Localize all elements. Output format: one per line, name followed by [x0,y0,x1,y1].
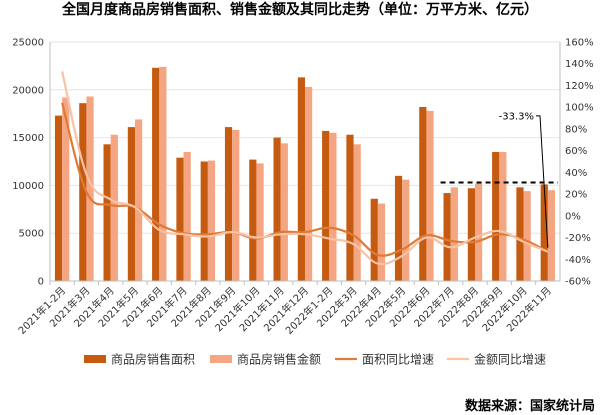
legend-swatch [210,355,232,363]
lines [61,71,549,266]
bar-amount [207,160,216,281]
bar-area [127,127,135,281]
left-tick-label: 0 [38,277,44,288]
right-tick-label: 100% [565,103,594,114]
bar-area [152,67,160,281]
bar-area [467,188,475,281]
legend: 商品房销售面积 商品房销售金额 面积同比增速 金额同比增速 [84,352,546,367]
bar-area [249,159,257,281]
right-tick-label: 0% [565,211,581,222]
left-tick-label: 10000 [12,181,44,192]
bar-amount [402,179,410,281]
bar-amount [426,110,434,281]
legend-label: 金额同比增速 [474,352,546,367]
right-tick-label: 60% [565,146,587,157]
bar-amount [329,132,337,281]
bar-area [540,184,548,281]
bar-area [394,175,403,281]
bar-amount [256,163,264,281]
bar-amount [110,134,118,281]
bar-amount [450,187,458,281]
legend-label: 商品房销售面积 [111,352,195,367]
bar-amount [353,144,361,281]
bar-area [492,151,500,281]
bar-area [176,157,184,281]
bar-amount [183,151,191,281]
bar-area [54,115,63,281]
legend-swatch [84,355,106,363]
left-tick-label: 20000 [12,85,44,96]
bar-area [322,130,330,281]
bar-amount [280,143,288,281]
legend-label: 面积同比增速 [362,353,434,367]
chart-title: 全国月度商品房销售面积、销售金额及其同比走势（单位：万平方米、亿元） [61,1,538,18]
bar-amount [86,96,94,281]
bar-area [346,134,354,281]
bar-amount [377,203,386,281]
bar-amount [305,86,313,281]
bar-amount [232,129,240,281]
bar-area [370,198,378,281]
right-tick-label: -60% [565,277,591,288]
left-tick-label: 15000 [12,133,44,144]
annotation-label: -33.3% [499,111,534,122]
bar-area [297,77,305,281]
right-tick-label: 140% [565,59,594,70]
bar-amount [159,66,167,281]
bar-area [419,107,427,282]
bar-amount [499,151,507,281]
right-tick-label: 120% [565,81,594,92]
annotation: -33.3% [440,111,558,248]
bar-area [224,127,233,281]
right-tick-label: -40% [565,255,591,266]
bar-amount [475,183,483,281]
bar-amount [547,190,556,281]
bar-area [516,187,524,281]
right-tick-label: 40% [565,168,587,179]
bar-area [103,144,111,281]
bar-area [200,161,208,281]
legend-label: 商品房销售金额 [237,352,321,367]
bar-area [79,103,87,282]
right-tick-label: 20% [565,190,587,201]
bar-amount [135,119,143,281]
right-tick-label: -20% [565,233,591,244]
right-tick-label: 80% [565,124,587,135]
right-tick-label: 160% [565,38,594,49]
line-amount-yoy [61,71,549,266]
bar-area [443,193,451,281]
bar-amount [62,97,70,281]
bar-area [273,137,281,281]
left-tick-label: 25000 [12,38,44,49]
source-note: 数据来源：国家统计局 [465,398,595,414]
bars [54,66,556,282]
bar-amount [523,191,531,281]
annotation-arrow [536,115,549,248]
left-tick-label: 5000 [19,229,44,240]
